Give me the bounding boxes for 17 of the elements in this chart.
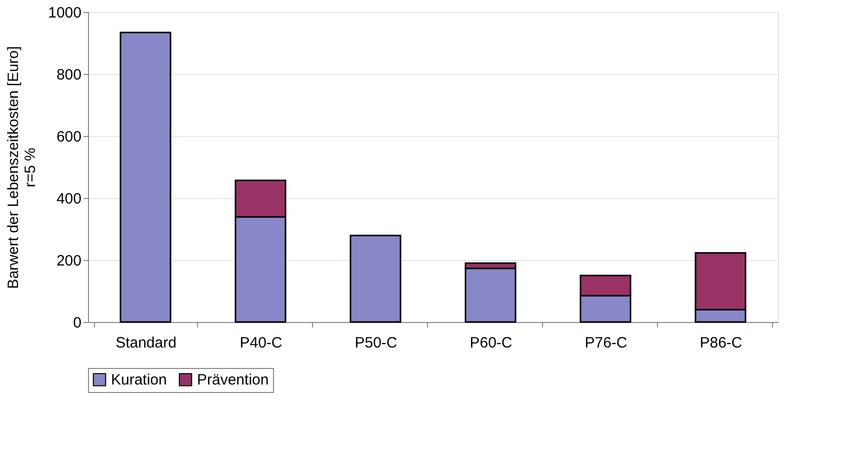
y-tick-label: 1000 (48, 4, 82, 22)
y-tick-label: 400 (56, 190, 82, 208)
x-tick-label: P50-C (354, 334, 398, 352)
y-axis-title: Barwert der Lebenszeitkosten [Euro] r=5 % (5, 46, 40, 289)
y-tick-label: 600 (56, 128, 82, 146)
bar (350, 234, 402, 323)
x-tick-label: P60-C (470, 334, 512, 352)
x-tick-label: P86-C (700, 334, 742, 352)
x-tick-label: Standard (116, 334, 176, 352)
x-tick-label: P40-C (240, 334, 282, 352)
y-tick-label: 0 (73, 314, 82, 332)
legend-label: Kuration (111, 372, 167, 389)
y-tick-label: 800 (56, 66, 82, 84)
legend-label: Prävention (197, 372, 269, 389)
x-tick-label: P76-C (584, 334, 628, 352)
bar (120, 32, 172, 323)
y-tick-label: 200 (56, 252, 82, 270)
